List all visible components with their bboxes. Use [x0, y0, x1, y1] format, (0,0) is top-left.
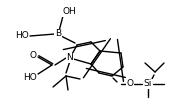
- Text: Si: Si: [144, 79, 152, 89]
- Text: O: O: [29, 51, 37, 59]
- Text: OH: OH: [62, 7, 76, 17]
- Text: N: N: [67, 53, 73, 63]
- Text: HO: HO: [23, 74, 37, 82]
- Text: HO: HO: [15, 32, 29, 40]
- Text: B: B: [55, 30, 61, 38]
- Text: O: O: [126, 79, 134, 89]
